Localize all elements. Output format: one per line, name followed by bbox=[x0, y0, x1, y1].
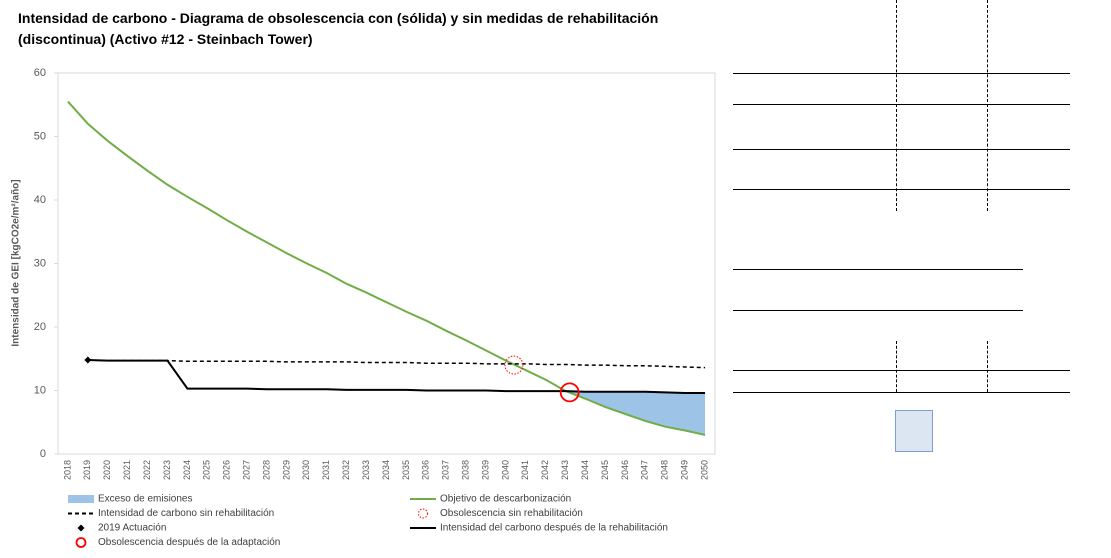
legend-label: Exceso de emisiones bbox=[98, 494, 193, 505]
legend-label: Intensidad del carbono después de la reh… bbox=[440, 523, 668, 534]
x-tick-label: 2038 bbox=[461, 460, 471, 480]
x-tick-label: 2042 bbox=[540, 460, 550, 480]
x-tick-label: 2022 bbox=[142, 460, 152, 480]
column-rule bbox=[896, 341, 897, 392]
y-tick-label: 40 bbox=[34, 194, 46, 206]
x-tick-label: 2028 bbox=[261, 460, 271, 480]
chart: Intensidad de GEI [kgCO2e/m²/año] 010203… bbox=[11, 67, 716, 548]
y-axis-label: Intensidad de GEI [kgCO2e/m²/año] bbox=[11, 179, 22, 346]
x-tick-label: 2026 bbox=[222, 460, 232, 480]
row-rule bbox=[733, 310, 1023, 311]
x-tick-label: 2048 bbox=[660, 460, 670, 480]
excess-area bbox=[565, 391, 706, 435]
x-tick-label: 2035 bbox=[401, 460, 411, 480]
y-tick-label: 30 bbox=[34, 257, 46, 269]
legend-label: Intensidad de carbono sin rehabilitación bbox=[98, 508, 274, 519]
circle-marker bbox=[559, 382, 580, 403]
x-tick-label: 2039 bbox=[480, 460, 490, 480]
column-rule bbox=[896, 0, 897, 211]
legend-label: Obsolescencia sin rehabilitación bbox=[440, 508, 583, 519]
x-tick-label: 2029 bbox=[281, 460, 291, 480]
x-tick-label: 2027 bbox=[242, 460, 252, 480]
y-tick-label: 20 bbox=[34, 321, 46, 333]
y-tick-label: 0 bbox=[40, 448, 46, 460]
x-tick-label: 2036 bbox=[421, 460, 431, 480]
x-tick-label: 2018 bbox=[62, 460, 72, 480]
series-line bbox=[87, 359, 706, 395]
x-tick-label: 2023 bbox=[162, 460, 172, 480]
x-tick-label: 2033 bbox=[361, 460, 371, 480]
legend-swatch bbox=[68, 495, 94, 503]
discount-rate-input[interactable] bbox=[895, 410, 933, 452]
row-rule bbox=[733, 269, 1023, 270]
x-tick-label: 2046 bbox=[620, 460, 630, 480]
y-tick-label: 60 bbox=[34, 67, 46, 79]
x-tick-label: 2047 bbox=[640, 460, 650, 480]
column-rule bbox=[987, 341, 988, 392]
x-tick-label: 2024 bbox=[182, 460, 192, 480]
row-rule bbox=[733, 149, 1070, 150]
x-tick-label: 2041 bbox=[520, 460, 530, 480]
y-tick-label: 50 bbox=[34, 130, 46, 142]
chart-title: Intensidad de carbono - Diagrama de obso… bbox=[18, 10, 659, 47]
legend-swatch bbox=[77, 524, 85, 532]
column-rule bbox=[987, 0, 988, 211]
x-tick-label: 2050 bbox=[699, 460, 709, 480]
row-rule bbox=[733, 392, 1070, 393]
x-tick-label: 2021 bbox=[122, 460, 132, 480]
x-tick-label: 2031 bbox=[321, 460, 331, 480]
circle-marker bbox=[504, 355, 524, 375]
x-tick-label: 2045 bbox=[600, 460, 610, 480]
row-rule bbox=[733, 189, 1070, 190]
x-tick-label: 2043 bbox=[560, 460, 570, 480]
x-tick-label: 2034 bbox=[381, 460, 391, 480]
x-tick-label: 2044 bbox=[580, 460, 590, 480]
x-tick-label: 2025 bbox=[202, 460, 212, 480]
legend-label: Objetivo de descarbonización bbox=[440, 494, 571, 505]
legend-label: 2019 Actuación bbox=[98, 523, 166, 534]
row-rule bbox=[733, 104, 1070, 105]
row-rule bbox=[733, 73, 1070, 74]
x-tick-label: 2030 bbox=[301, 460, 311, 480]
x-tick-label: 2037 bbox=[441, 460, 451, 480]
x-tick-label: 2040 bbox=[500, 460, 510, 480]
legend-swatch bbox=[75, 537, 87, 548]
series-line bbox=[67, 100, 706, 436]
legend-swatch bbox=[418, 508, 428, 519]
x-tick-label: 2019 bbox=[82, 460, 92, 480]
series-line bbox=[87, 359, 706, 369]
x-tick-label: 2049 bbox=[680, 460, 690, 480]
row-rule bbox=[733, 370, 1070, 371]
x-tick-label: 2020 bbox=[102, 460, 112, 480]
x-tick-label: 2032 bbox=[341, 460, 351, 480]
legend-label: Obsolescencia después de la adaptación bbox=[98, 537, 280, 548]
y-tick-label: 10 bbox=[34, 384, 46, 396]
